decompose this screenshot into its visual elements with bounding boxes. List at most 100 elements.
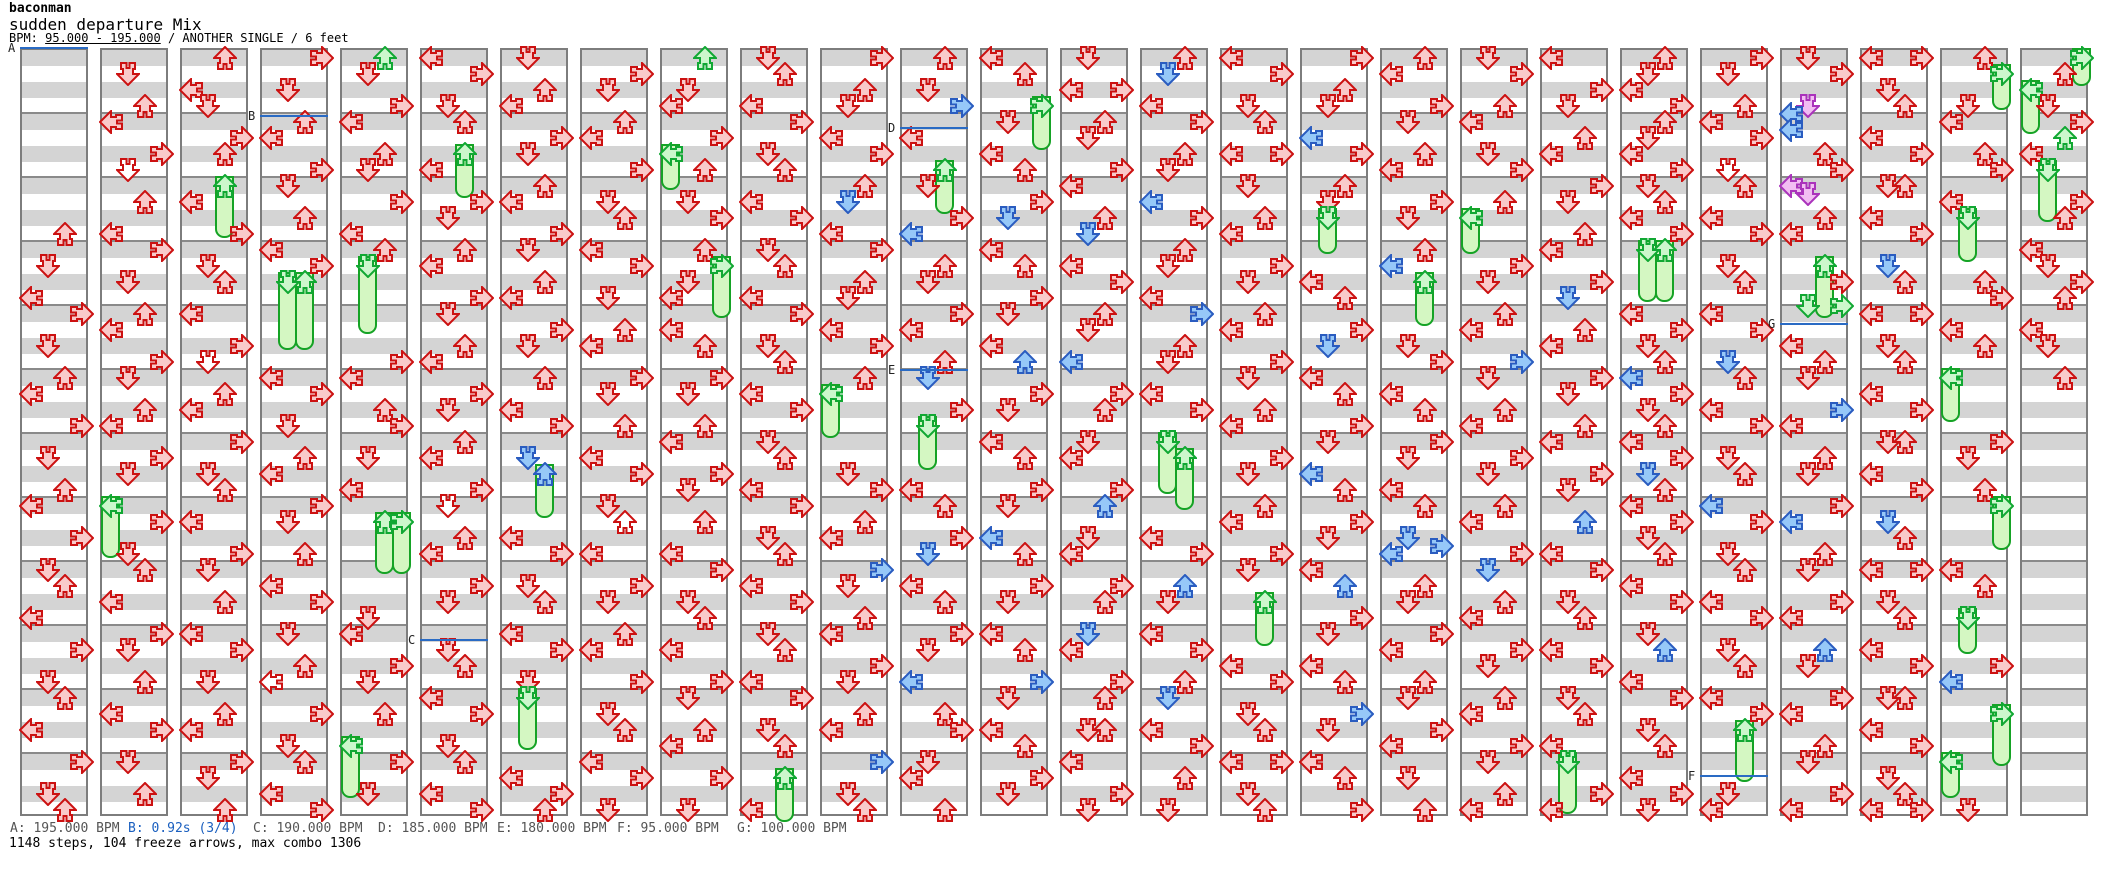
arrow-left-icon xyxy=(658,638,683,662)
chart-column xyxy=(498,46,574,822)
arrow-left-icon xyxy=(738,94,763,118)
arrow-left-icon xyxy=(1858,382,1883,406)
arrow-up-icon xyxy=(932,702,957,726)
arrow-up-icon xyxy=(932,158,957,182)
arrow-up-icon xyxy=(612,622,637,646)
arrow-down-icon xyxy=(435,590,460,614)
arrow-down-icon xyxy=(435,302,460,326)
arrow-right-icon xyxy=(1909,398,1934,422)
arrow-down-icon xyxy=(1635,462,1660,486)
arrow-right-icon xyxy=(1909,734,1934,758)
arrow-up-icon xyxy=(1652,414,1677,438)
arrow-right-icon xyxy=(2069,46,2094,70)
arrow-up-icon xyxy=(1892,350,1917,374)
arrow-up-icon xyxy=(1492,782,1517,806)
arrow-down-icon xyxy=(2035,94,2060,118)
arrow-up-icon xyxy=(1012,254,1037,278)
arrow-left-icon xyxy=(578,542,603,566)
arrow-right-icon xyxy=(1189,734,1214,758)
arrow-down-icon xyxy=(1475,654,1500,678)
arrow-down-icon xyxy=(1875,510,1900,534)
chart-column xyxy=(1618,46,1694,822)
arrow-left-icon xyxy=(1698,110,1723,134)
arrow-down-icon xyxy=(755,238,780,262)
arrow-down-icon xyxy=(1395,686,1420,710)
arrow-right-icon xyxy=(1509,734,1534,758)
arrow-left-icon xyxy=(898,318,923,342)
arrow-up-icon xyxy=(1492,590,1517,614)
arrow-left-icon xyxy=(418,446,443,470)
arrow-right-icon xyxy=(629,462,654,486)
chart-info: BPM: 95.000 - 195.000 / ANOTHER SINGLE /… xyxy=(9,31,349,45)
arrow-up-icon xyxy=(1092,110,1117,134)
arrow-left-icon xyxy=(658,430,683,454)
arrow-up-icon xyxy=(532,798,557,822)
arrow-up-icon xyxy=(1972,478,1997,502)
arrow-down-icon xyxy=(1795,294,1820,318)
arrow-up-icon xyxy=(292,446,317,470)
arrow-up-icon xyxy=(1412,142,1437,166)
arrow-up-icon xyxy=(1172,766,1197,790)
arrow-right-icon xyxy=(629,254,654,278)
chart-column xyxy=(338,46,414,816)
arrow-left-icon xyxy=(418,350,443,374)
arrow-right-icon xyxy=(149,350,174,374)
arrow-left-icon xyxy=(1218,142,1243,166)
arrow-left-icon xyxy=(1698,494,1723,518)
arrow-left-icon xyxy=(1458,702,1483,726)
arrow-up-icon xyxy=(1492,398,1517,422)
arrow-up-icon xyxy=(772,350,797,374)
arrow-left-icon xyxy=(1058,78,1083,102)
chart-column xyxy=(1698,46,1774,822)
arrow-right-icon xyxy=(1829,158,1854,182)
arrow-down-icon xyxy=(1075,622,1100,646)
arrow-up-icon xyxy=(1732,462,1757,486)
arrow-right-icon xyxy=(869,478,894,502)
arrow-up-icon xyxy=(1492,686,1517,710)
arrow-down-icon xyxy=(1395,526,1420,550)
arrow-right-icon xyxy=(1109,158,1134,182)
arrow-left-icon xyxy=(1218,510,1243,534)
arrow-right-icon xyxy=(629,158,654,182)
arrow-left-icon xyxy=(18,718,43,742)
arrow-right-icon xyxy=(69,526,94,550)
arrow-left-icon xyxy=(1618,366,1643,390)
arrow-up-icon xyxy=(1172,46,1197,70)
chart-column xyxy=(1218,46,1294,822)
arrow-down-icon xyxy=(1235,366,1260,390)
arrow-down-icon xyxy=(1715,782,1740,806)
arrow-up-icon xyxy=(1652,350,1677,374)
arrow-right-icon xyxy=(2069,270,2094,294)
arrow-down-icon xyxy=(1875,78,1900,102)
arrow-left-icon xyxy=(1858,558,1883,582)
arrow-left-icon xyxy=(978,622,1003,646)
section-marker-label: G xyxy=(1768,317,1776,331)
arrow-right-icon xyxy=(469,478,494,502)
arrow-right-icon xyxy=(1509,62,1534,86)
arrow-right-icon xyxy=(309,46,334,70)
arrow-down-icon xyxy=(515,142,540,166)
arrow-right-icon xyxy=(1109,382,1134,406)
arrow-up-icon xyxy=(132,670,157,694)
arrow-right-icon xyxy=(709,462,734,486)
arrow-up-icon xyxy=(1892,94,1917,118)
arrow-down-icon xyxy=(1955,94,1980,118)
arrow-up-icon xyxy=(132,302,157,326)
arrow-left-icon xyxy=(258,782,283,806)
arrow-right-icon xyxy=(1429,350,1454,374)
arrow-right-icon xyxy=(1669,510,1694,534)
arrow-up-icon xyxy=(372,398,397,422)
arrow-right-icon xyxy=(1349,606,1374,630)
arrow-down-icon xyxy=(915,366,940,390)
arrow-down-icon xyxy=(1875,766,1900,790)
arrow-down-icon xyxy=(355,254,380,278)
arrow-down-icon xyxy=(1075,46,1100,70)
arrow-down-icon xyxy=(915,542,940,566)
arrow-left-icon xyxy=(1698,798,1723,822)
arrow-up-icon xyxy=(1172,670,1197,694)
arrow-left-icon xyxy=(1858,126,1883,150)
arrow-right-icon xyxy=(1109,78,1134,102)
arrow-down-icon xyxy=(435,398,460,422)
arrow-right-icon xyxy=(1029,190,1054,214)
arrow-up-icon xyxy=(532,590,557,614)
